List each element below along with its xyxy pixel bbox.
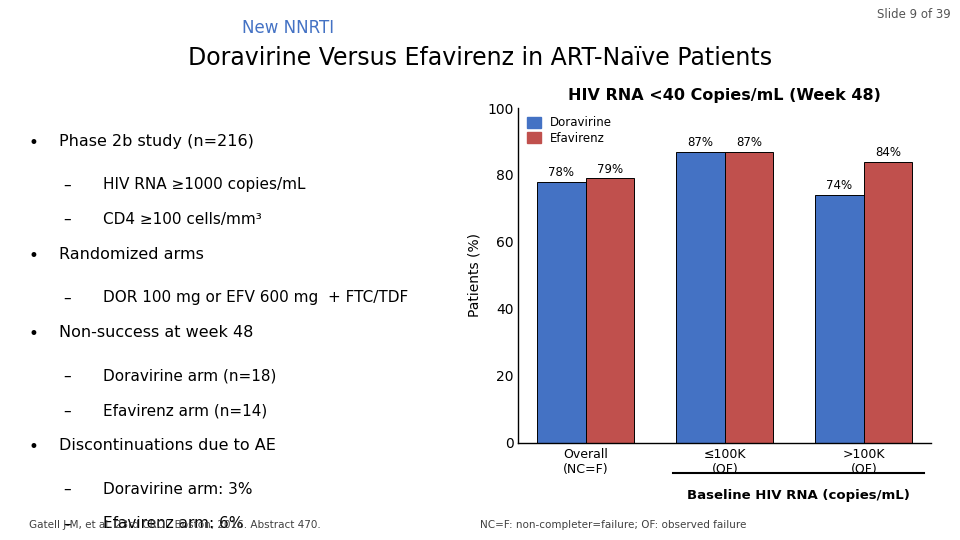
Text: Doravirine arm: 3%: Doravirine arm: 3% <box>103 482 252 497</box>
Bar <box>676 152 725 443</box>
Text: •: • <box>28 134 37 152</box>
Text: CD4 ≥100 cells/mm³: CD4 ≥100 cells/mm³ <box>103 212 262 227</box>
Text: Randomized arms: Randomized arms <box>59 247 204 262</box>
Text: –: – <box>63 482 71 497</box>
Bar <box>725 152 774 443</box>
Y-axis label: Patients (%): Patients (%) <box>468 233 482 318</box>
Text: –: – <box>63 516 71 531</box>
Text: NC=F: non-completer=failure; OF: observed failure: NC=F: non-completer=failure; OF: observe… <box>480 520 746 530</box>
Text: •: • <box>28 247 37 265</box>
Text: Doravirine Versus Efavirenz in ART-Naïve Patients: Doravirine Versus Efavirenz in ART-Naïve… <box>188 46 772 70</box>
Text: 87%: 87% <box>736 136 762 149</box>
Text: •: • <box>28 438 37 456</box>
Text: 87%: 87% <box>687 136 713 149</box>
Text: New NNRTI: New NNRTI <box>242 19 334 37</box>
Bar <box>538 181 586 443</box>
Text: Non-success at week 48: Non-success at week 48 <box>59 325 253 340</box>
Text: Gatell J-M, et al. 23rd CROI. Boston, 2016. Abstract 470.: Gatell J-M, et al. 23rd CROI. Boston, 20… <box>29 520 321 530</box>
Text: •: • <box>28 325 37 343</box>
Text: –: – <box>63 177 71 192</box>
Text: 74%: 74% <box>827 179 852 192</box>
Text: Efavirenz arm (n=14): Efavirenz arm (n=14) <box>103 403 267 418</box>
Text: 78%: 78% <box>548 166 574 179</box>
Text: DOR 100 mg or EFV 600 mg  + FTC/TDF: DOR 100 mg or EFV 600 mg + FTC/TDF <box>103 291 408 306</box>
Title: HIV RNA <40 Copies/mL (Week 48): HIV RNA <40 Copies/mL (Week 48) <box>568 87 881 103</box>
Text: –: – <box>63 403 71 418</box>
Text: 84%: 84% <box>876 146 901 159</box>
Text: Baseline HIV RNA (copies/mL): Baseline HIV RNA (copies/mL) <box>687 489 910 502</box>
Text: Phase 2b study (n=216): Phase 2b study (n=216) <box>59 134 253 149</box>
Bar <box>815 195 864 443</box>
Legend: Doravirine, Efavirenz: Doravirine, Efavirenz <box>524 114 614 147</box>
Text: –: – <box>63 212 71 227</box>
Text: 79%: 79% <box>597 163 623 176</box>
Text: Doravirine arm (n=18): Doravirine arm (n=18) <box>103 369 276 383</box>
Text: Slide 9 of 39: Slide 9 of 39 <box>876 8 950 21</box>
Text: –: – <box>63 369 71 383</box>
Bar <box>864 161 912 443</box>
Text: HIV RNA ≥1000 copies/mL: HIV RNA ≥1000 copies/mL <box>103 177 305 192</box>
Bar <box>586 178 635 443</box>
Text: –: – <box>63 291 71 306</box>
Text: Efavirenz arm: 6%: Efavirenz arm: 6% <box>103 516 244 531</box>
Text: Discontinuations due to AE: Discontinuations due to AE <box>59 438 276 453</box>
